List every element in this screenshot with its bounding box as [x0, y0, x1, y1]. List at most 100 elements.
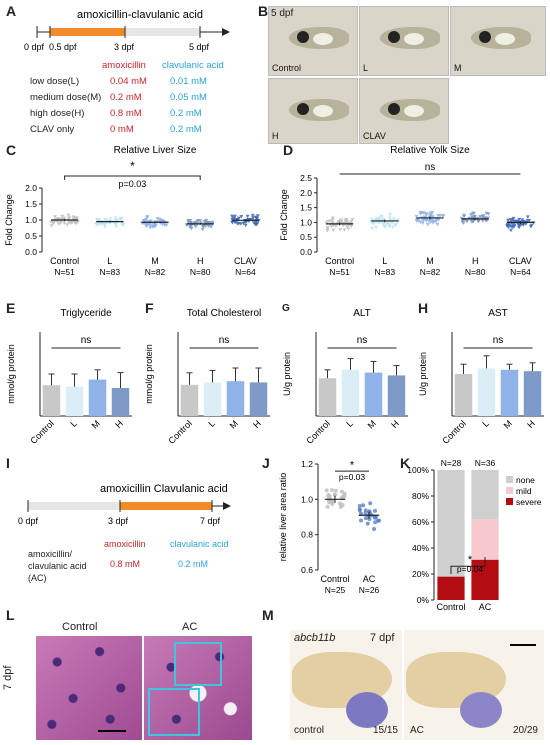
panel-a-treatment-bar	[50, 28, 125, 36]
data-point	[375, 217, 380, 222]
data-point	[238, 222, 243, 226]
data-point	[338, 218, 343, 223]
data-point	[49, 224, 54, 228]
panel-i-treatment-bar	[120, 502, 212, 510]
chart-title: AST	[488, 308, 507, 319]
chart-title: Relative Liver Size	[114, 145, 197, 156]
data-point	[96, 218, 101, 223]
data-point	[480, 219, 485, 223]
data-point	[426, 219, 431, 223]
data-point	[481, 214, 486, 218]
panel-d-chart: Relative Yolk Size 0.0 0.5 1.0 1.5 2.0 2.5 Fold…	[279, 145, 536, 277]
data-point	[418, 212, 423, 216]
data-point	[103, 225, 108, 229]
bar	[88, 379, 107, 416]
data-point	[245, 214, 250, 219]
y-tick-label: 2.0	[300, 188, 312, 198]
data-point	[385, 220, 390, 225]
data-point	[521, 223, 526, 227]
bar	[364, 372, 383, 416]
bar	[180, 384, 199, 416]
data-point	[523, 222, 528, 226]
data-point	[189, 226, 194, 231]
n-label: N=80	[190, 267, 211, 277]
bar	[42, 385, 61, 416]
data-point	[248, 217, 253, 222]
p-value: p=0.04	[457, 564, 484, 574]
bar-segment	[471, 470, 499, 520]
data-point	[368, 501, 373, 506]
data-point	[428, 211, 433, 216]
data-point	[243, 223, 248, 228]
bar	[341, 369, 360, 416]
tick-3dpf: 3 dpf	[114, 42, 135, 52]
data-point	[367, 509, 372, 514]
panel-label-i: I	[6, 455, 10, 471]
data-point	[370, 226, 375, 231]
row-label: amoxicillin/ clavulanic acid (AC)	[28, 549, 87, 583]
data-point	[361, 503, 366, 508]
x-tick-label: Control	[166, 418, 194, 446]
caption-control: control	[294, 725, 325, 736]
data-point	[333, 488, 338, 493]
y-tick-label: 20%	[412, 569, 429, 579]
data-point	[506, 218, 511, 223]
fraction-control: 15/15	[372, 725, 398, 736]
data-point	[71, 215, 76, 219]
dose-row: high dose(H) 0.8 mM 0.2 mM	[30, 108, 202, 119]
data-point	[145, 215, 150, 220]
data-point	[393, 223, 398, 228]
y-tick-label: 40%	[412, 543, 429, 553]
tick-5dpf: 5 dpf	[189, 42, 210, 52]
x-tick-label: Control	[320, 574, 349, 584]
y-tick-label: 0.6	[301, 565, 313, 575]
panel-h-chart: AST U/g protein Control L M Hns	[418, 308, 544, 446]
data-point	[521, 219, 526, 224]
larva-image-l: L	[359, 6, 449, 76]
panel-g-chart: ALT U/g protein Control L M Hns	[282, 308, 408, 446]
x-tick-label: L	[382, 256, 387, 266]
bar	[523, 371, 542, 416]
data-point	[373, 515, 378, 520]
bar	[477, 368, 496, 416]
legend-label: mild	[516, 486, 532, 496]
image-caption: L	[363, 63, 369, 73]
y-tick-label: 80%	[412, 491, 429, 501]
y-axis-label: Fold Change	[4, 194, 14, 246]
data-point	[152, 225, 157, 229]
n-label: N=36	[475, 458, 496, 468]
panel-i-title: amoxicillin Clavulanic acid	[100, 483, 228, 495]
data-point	[337, 501, 342, 506]
data-point	[230, 220, 235, 225]
legend-swatch	[506, 476, 513, 483]
x-tick-label: CLAV	[234, 256, 257, 266]
data-point	[387, 215, 392, 220]
sig-ns: ns	[493, 335, 504, 346]
data-point	[330, 487, 335, 492]
n-label: N=82	[420, 267, 441, 277]
data-point	[113, 218, 118, 223]
y-tick-label: 1.5	[25, 199, 37, 209]
panel-label-d: D	[283, 142, 294, 158]
legend-label: severe	[516, 497, 542, 507]
x-tick-label: M	[151, 256, 159, 266]
tick-05dpf: 0.5 dpf	[49, 42, 77, 52]
data-point	[113, 216, 118, 220]
caption-ac: AC	[410, 725, 424, 736]
y-axis-label: U/g protein	[282, 352, 292, 396]
data-point	[95, 222, 100, 227]
panel-a-title: amoxicillin-clavulanic acid	[77, 9, 203, 21]
data-point	[350, 218, 355, 222]
x-tick-label: Control	[50, 256, 79, 266]
data-point	[324, 488, 329, 493]
data-point	[207, 221, 212, 225]
data-point	[199, 221, 204, 225]
x-tick-label: Control	[304, 418, 332, 446]
data-point	[56, 217, 61, 221]
n-label: N=25	[325, 585, 346, 595]
larva-image-m: M	[450, 6, 546, 76]
data-point	[342, 228, 347, 232]
panel-c-chart: Relative Liver Size 0.0 0.5 1.0 1.5 2.0 Fold C…	[4, 145, 261, 277]
x-tick-label: AC	[363, 574, 376, 584]
data-point	[381, 220, 386, 225]
